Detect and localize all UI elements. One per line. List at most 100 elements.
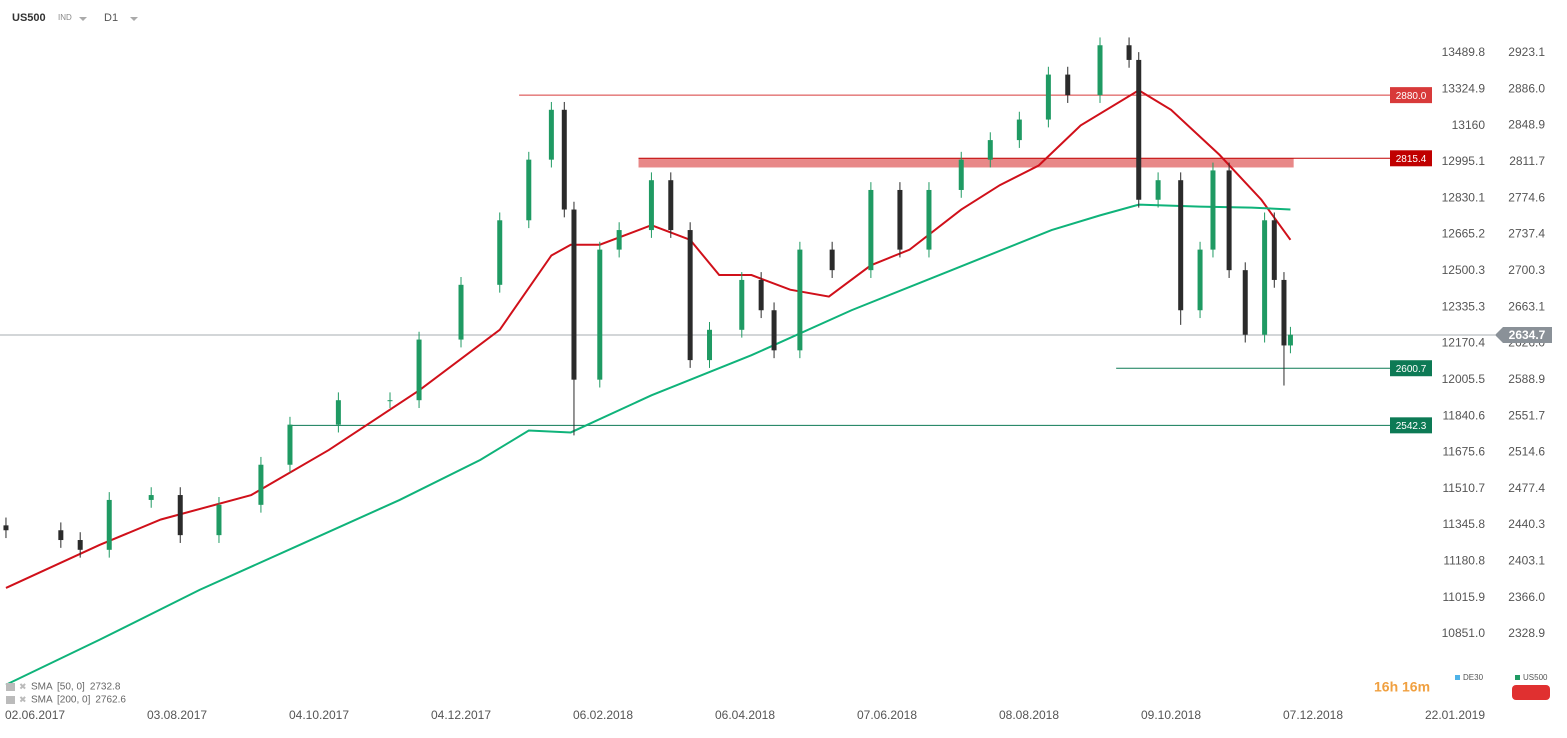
x-tick-label: 22.01.2019 xyxy=(1425,708,1485,722)
dropdown-arrow[interactable] xyxy=(130,17,138,21)
candle-body xyxy=(58,530,64,541)
resistance-zone xyxy=(638,158,1294,168)
y-tick-label: 2811.7 xyxy=(1509,154,1545,168)
candle-body xyxy=(335,400,341,425)
level-label: 2815.4 xyxy=(1396,154,1427,165)
y-tick-label: 2774.6 xyxy=(1508,190,1545,204)
x-tick-label: 06.02.2018 xyxy=(573,708,633,722)
sma-line xyxy=(5,203,1291,686)
candle-body xyxy=(1197,249,1203,311)
candle-body xyxy=(868,189,874,271)
candle-body xyxy=(597,249,603,380)
level-badge xyxy=(1390,360,1432,377)
y2-tick-label: 11510.7 xyxy=(1443,481,1486,495)
candle-body xyxy=(526,159,532,221)
y2-tick-label: 13160 xyxy=(1452,118,1486,132)
countdown: 16h 16m xyxy=(1374,679,1430,695)
candle-body xyxy=(668,180,674,231)
y2-tick-label: 10851.0 xyxy=(1442,626,1486,640)
candle-body xyxy=(106,499,112,550)
level-badge xyxy=(1390,150,1432,167)
y2-tick-label: 13324.9 xyxy=(1442,81,1486,95)
candle-body xyxy=(771,310,777,351)
x-tick-label: 04.12.2017 xyxy=(431,708,491,722)
instrument-swatch[interactable] xyxy=(1455,675,1460,680)
x-tick-label: 02.06.2017 xyxy=(5,708,65,722)
candle-body xyxy=(616,230,622,250)
y-tick-label: 2440.3 xyxy=(1508,517,1545,531)
candle-body xyxy=(1226,170,1232,271)
y2-tick-label: 12500.3 xyxy=(1442,263,1486,277)
candle-body xyxy=(1016,119,1022,141)
candle-body xyxy=(1242,270,1248,335)
y2-tick-label: 11180.8 xyxy=(1443,554,1485,568)
candle-body xyxy=(387,400,393,402)
y-tick-label: 2923.1 xyxy=(1508,45,1545,59)
legend-icon[interactable] xyxy=(6,683,15,691)
y-tick-label: 2886.0 xyxy=(1508,81,1545,95)
y2-tick-label: 12170.4 xyxy=(1442,336,1486,350)
x-tick-label: 06.04.2018 xyxy=(715,708,775,722)
x-tick-label: 08.08.2018 xyxy=(999,708,1059,722)
y2-tick-label: 12830.1 xyxy=(1442,190,1486,204)
y-tick-label: 2848.9 xyxy=(1508,118,1545,132)
interval[interactable]: D1 xyxy=(104,12,118,24)
candle-body xyxy=(148,495,154,500)
level-badge xyxy=(1390,417,1432,434)
y-tick-label: 2366.0 xyxy=(1508,590,1545,604)
x-tick-label: 03.08.2017 xyxy=(147,708,207,722)
x-tick-label: 09.10.2018 xyxy=(1141,708,1201,722)
dropdown-arrow[interactable] xyxy=(79,17,87,21)
symbol[interactable]: US500 xyxy=(12,12,46,24)
legend-params: [200, 0] xyxy=(57,695,91,706)
candle-body xyxy=(1126,45,1132,60)
legend-value: 2762.6 xyxy=(95,695,126,706)
candle-body xyxy=(707,329,713,361)
candle-body xyxy=(3,525,9,531)
legend-name: SMA xyxy=(31,682,53,693)
sma-line xyxy=(5,89,1292,589)
candle-body xyxy=(561,109,567,210)
instrument-swatch[interactable] xyxy=(1515,675,1520,680)
y2-tick-label: 13489.8 xyxy=(1442,45,1486,59)
action-button[interactable] xyxy=(1512,685,1550,700)
candle-body xyxy=(1065,74,1071,96)
candle-body xyxy=(177,495,183,536)
level-label: 2542.3 xyxy=(1396,421,1427,432)
candle-body xyxy=(797,249,803,351)
candle-body xyxy=(1287,334,1293,346)
candle-body xyxy=(77,540,83,550)
y-tick-label: 2551.7 xyxy=(1508,408,1545,422)
legend-icon[interactable] xyxy=(6,696,15,704)
legend-value: 2732.8 xyxy=(90,682,121,693)
level-label: 2600.7 xyxy=(1396,364,1427,375)
y2-tick-label: 12665.2 xyxy=(1442,227,1486,241)
y2-tick-label: 12995.1 xyxy=(1442,154,1486,168)
legend-icon-x: ✖ xyxy=(19,681,27,691)
candle-body xyxy=(548,109,554,160)
instrument-name[interactable]: DE30 xyxy=(1463,673,1484,682)
y-tick-label: 2514.6 xyxy=(1508,445,1545,459)
candle-body xyxy=(1155,180,1161,200)
instrument-name[interactable]: US500 xyxy=(1523,673,1548,682)
candle-body xyxy=(287,424,293,465)
candle-body xyxy=(1136,59,1142,200)
candle-body xyxy=(926,189,932,250)
y-tick-label: 2663.1 xyxy=(1508,299,1545,313)
candle-body xyxy=(648,180,654,231)
candle-body xyxy=(1178,180,1184,311)
y2-tick-label: 12335.3 xyxy=(1442,299,1486,313)
candle-body xyxy=(571,209,577,380)
candle-body xyxy=(1210,170,1216,250)
candle-body xyxy=(216,504,222,536)
candle-body xyxy=(458,284,464,340)
candle-body xyxy=(416,339,422,401)
current-price-label: 2634.7 xyxy=(1509,328,1546,342)
candle-body xyxy=(897,189,903,250)
candle-body xyxy=(987,140,993,160)
y2-tick-label: 11015.9 xyxy=(1443,590,1486,604)
candle-body xyxy=(687,230,693,361)
candle-body xyxy=(1281,279,1287,346)
y-tick-label: 2588.9 xyxy=(1508,372,1545,386)
